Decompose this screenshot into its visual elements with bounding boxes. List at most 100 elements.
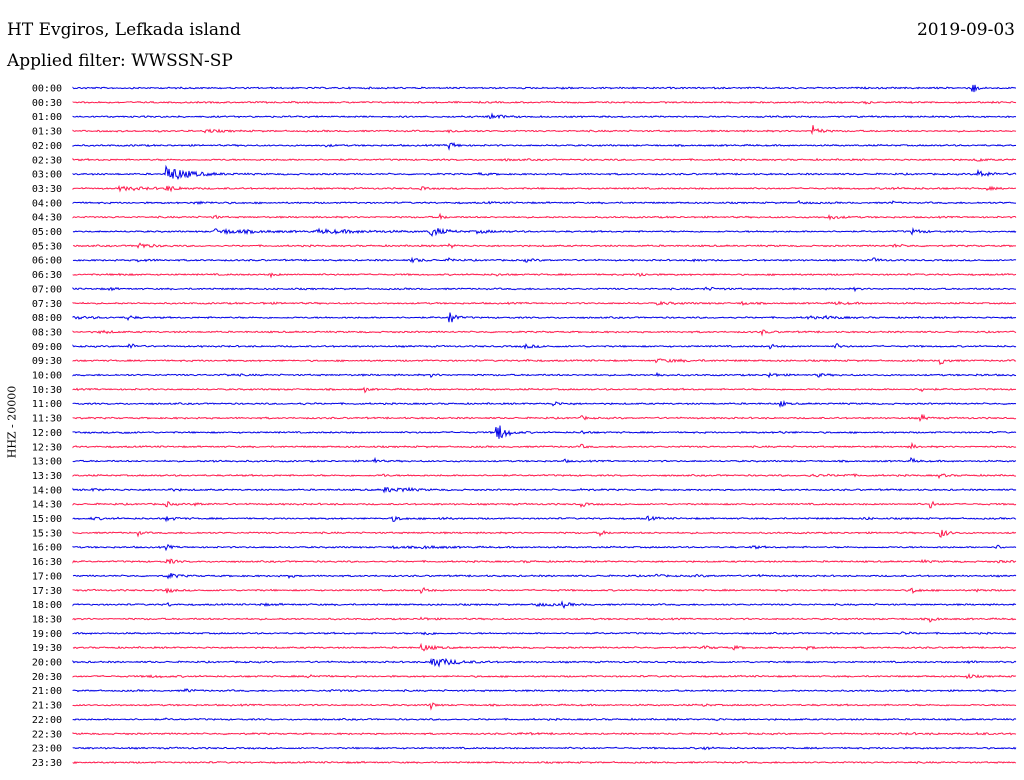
trace-line	[72, 112, 1017, 120]
tick-label: 14:30	[32, 500, 62, 511]
tick-label: 23:00	[32, 744, 62, 755]
tick-label: 08:00	[32, 313, 62, 324]
trace-line	[72, 558, 1017, 564]
tick-group: 00:00 00:30 01:00 01:30 02:00 02:30 03:00 03:30…	[32, 84, 62, 769]
trace-line	[72, 212, 1017, 221]
tick-label: 09:30	[32, 356, 62, 367]
tick-label: 10:00	[32, 371, 62, 382]
tick-label: 11:00	[32, 399, 62, 410]
tick-label: 23:30	[32, 758, 62, 769]
tick-label: 07:30	[32, 299, 62, 310]
tick-label: 18:30	[32, 614, 62, 625]
trace-line	[72, 586, 1017, 595]
tick-label: 11:30	[32, 414, 62, 425]
trace-line	[72, 529, 1017, 538]
trace-line	[72, 473, 1017, 480]
tick-label: 05:00	[32, 227, 62, 238]
trace-line	[72, 760, 1017, 765]
trace-line	[72, 242, 1016, 250]
trace-line	[72, 312, 1017, 323]
tick-label: 08:30	[32, 327, 62, 338]
tick-label: 20:00	[32, 658, 62, 669]
trace-line	[72, 717, 1017, 722]
tick-label: 02:00	[32, 141, 62, 152]
trace-line	[72, 631, 1017, 636]
tick-label: 17:00	[32, 571, 62, 582]
date-label: 2019-09-03	[916, 20, 1015, 40]
trace-line	[72, 227, 1017, 237]
trace-line	[72, 329, 1017, 337]
tick-label: 14:00	[32, 485, 62, 496]
trace-line	[72, 486, 1017, 494]
trace-line	[72, 371, 1017, 379]
tick-label: 07:00	[32, 284, 62, 295]
trace-line	[72, 125, 1017, 136]
tick-label: 03:00	[32, 170, 62, 181]
trace-line	[72, 702, 1017, 711]
tick-label: 18:00	[32, 600, 62, 611]
trace-line	[72, 342, 1017, 350]
trace-line	[72, 456, 1017, 464]
tick-label: 06:00	[32, 256, 62, 267]
tick-label: 22:30	[32, 729, 62, 740]
trace-line	[72, 413, 1017, 423]
tick-label: 21:00	[32, 686, 62, 697]
tick-label: 13:30	[32, 471, 62, 482]
tick-label: 13:00	[32, 457, 62, 468]
tick-label: 01:30	[32, 127, 62, 138]
trace-line	[72, 84, 1016, 93]
tick-label: 04:30	[32, 213, 62, 224]
trace-line	[72, 688, 1017, 693]
tick-label: 19:30	[32, 643, 62, 654]
tick-label: 10:30	[32, 385, 62, 396]
tick-label: 04:00	[32, 198, 62, 209]
trace-line	[72, 600, 1017, 609]
trace-line	[72, 256, 1017, 264]
tick-label: 19:00	[32, 629, 62, 640]
trace-line	[72, 184, 1017, 193]
trace-line	[72, 572, 1017, 580]
trace-line	[72, 515, 1017, 523]
trace-line	[72, 642, 1017, 652]
tick-label: 15:30	[32, 528, 62, 539]
tick-label: 12:00	[32, 428, 62, 439]
trace-line	[72, 286, 1017, 293]
tick-label: 05:30	[32, 241, 62, 252]
tick-label: 20:30	[32, 672, 62, 683]
tick-label: 00:30	[32, 98, 62, 109]
trace-line	[72, 543, 1017, 552]
tick-label: 03:30	[32, 184, 62, 195]
tick-label: 16:30	[32, 557, 62, 568]
trace-line	[72, 425, 1017, 439]
trace-line	[72, 746, 1017, 751]
trace-line	[72, 672, 1017, 680]
tick-label: 00:00	[32, 84, 62, 95]
trace-line	[72, 272, 1017, 279]
trace-group	[72, 84, 1017, 765]
tick-label: 21:30	[32, 701, 62, 712]
trace-line	[72, 164, 1017, 180]
tick-label: 22:00	[32, 715, 62, 726]
trace-line	[72, 157, 1017, 162]
trace-line	[72, 731, 1017, 736]
station-title: HT Evgiros, Lefkada island	[7, 20, 241, 40]
tick-label: 06:30	[32, 270, 62, 281]
tick-label: 16:00	[32, 543, 62, 554]
trace-line	[72, 141, 1017, 151]
filter-label: Applied filter: WWSSN-SP	[7, 51, 233, 71]
tick-label: 17:30	[32, 586, 62, 597]
trace-line	[72, 657, 1017, 668]
tick-label: 12:30	[32, 442, 62, 453]
trace-line	[72, 500, 1017, 509]
trace-line	[72, 358, 1017, 366]
tick-label: 09:00	[32, 342, 62, 353]
tick-label: 01:00	[32, 112, 62, 123]
trace-line	[72, 200, 1017, 205]
tick-label: 02:30	[32, 155, 62, 166]
tick-label: 15:00	[32, 514, 62, 525]
trace-line	[72, 616, 1017, 623]
trace-line	[72, 399, 1017, 408]
trace-line	[72, 441, 1017, 450]
trace-line	[72, 300, 1017, 306]
